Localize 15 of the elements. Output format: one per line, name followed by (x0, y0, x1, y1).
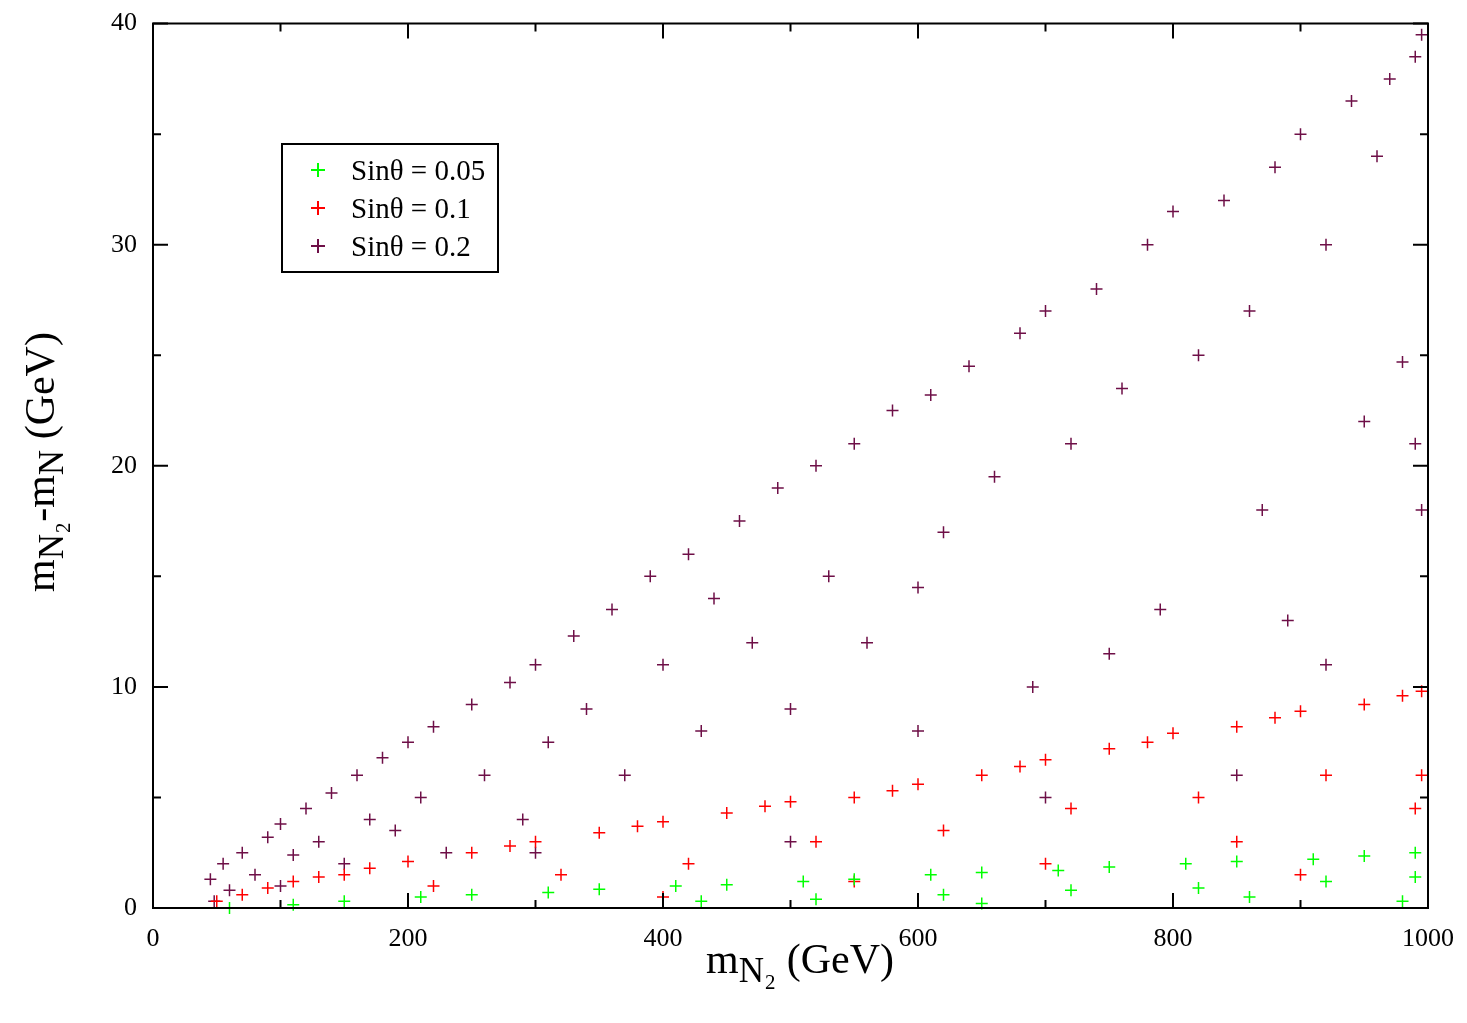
y-tick-label: 10 (111, 670, 137, 700)
legend-label: Sinθ = 0.1 (351, 191, 471, 226)
y-tick-label: 30 (111, 228, 137, 258)
x-axis-title: m$_{N₂}$ (GeV) (706, 936, 894, 991)
x-tick-label: 200 (388, 923, 428, 953)
y-tick-label: 20 (111, 449, 137, 479)
x-tick-label: 1000 (1402, 923, 1454, 953)
legend-label: Sinθ = 0.05 (351, 153, 486, 188)
x-tick-label: 400 (643, 923, 683, 953)
legend-label: Sinθ = 0.2 (351, 229, 471, 264)
x-tick-label: 600 (898, 923, 938, 953)
x-tick-label: 800 (1153, 923, 1193, 953)
y-tick-label: 0 (124, 891, 137, 921)
y-tick-label: 40 (111, 7, 137, 37)
x-tick-label: 0 (146, 923, 160, 953)
